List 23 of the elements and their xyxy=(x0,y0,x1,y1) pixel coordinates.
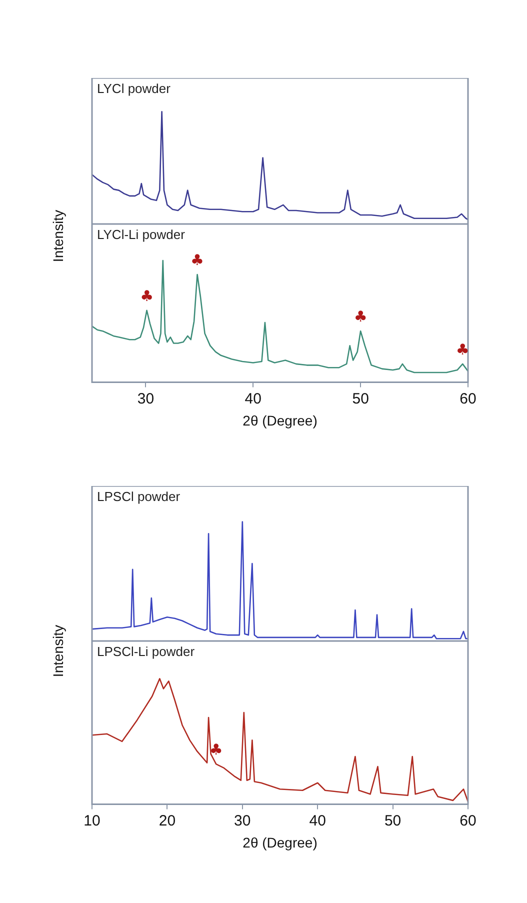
x-tick-label: 50 xyxy=(384,812,402,830)
x-tick-label: 60 xyxy=(460,390,476,408)
y-axis-title: Intensity xyxy=(50,624,66,678)
annotation: ♣ xyxy=(209,740,223,758)
x-axis-title: 2θ (Degree) xyxy=(242,412,318,428)
chart-title: LYCl powder xyxy=(97,81,172,96)
chart-title: LYCl-Li powder xyxy=(97,227,186,242)
x-tick-label: 60 xyxy=(460,812,476,830)
annotation: ♣ xyxy=(190,250,204,269)
y-axis-title: Intensity xyxy=(50,210,66,262)
annotation: ♣ xyxy=(354,307,368,326)
chart-title: LPSCl powder xyxy=(97,489,181,504)
annotation: ♣ xyxy=(456,340,470,358)
x-tick-label: 40 xyxy=(309,812,326,830)
x-tick-label: 20 xyxy=(158,812,176,830)
x-tick-label: 30 xyxy=(137,390,154,408)
chart-title: LPSCl-Li powder xyxy=(97,644,196,660)
x-axis-title: 2θ (Degree) xyxy=(242,834,318,850)
x-tick-label: 30 xyxy=(234,812,251,830)
x-tick-label: 50 xyxy=(352,390,369,408)
x-tick-label: 10 xyxy=(84,812,100,830)
annotation: ♣ xyxy=(140,286,154,305)
x-tick-label: 40 xyxy=(244,390,262,408)
